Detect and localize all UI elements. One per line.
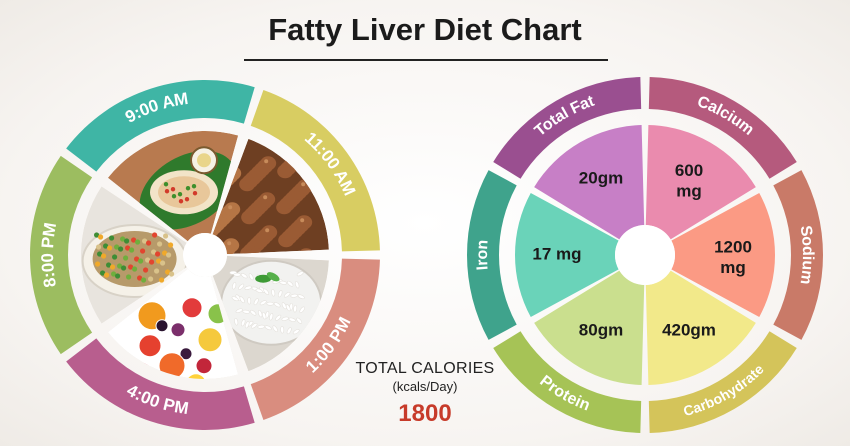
nutrient-slice-calcium [645,125,756,240]
total-calories-label: TOTAL CALORIES [355,360,495,377]
total-calories-unit: (kcals/Day) [392,379,458,394]
nutrient-slice-iron [515,192,619,318]
meal-wheel-center [183,233,227,277]
rice-bowl-icon [212,255,329,372]
nutrient-slice-sodium [671,192,775,318]
nutrient-ring-segment-sodium [773,170,823,340]
nutrient-name-label-iron: Iron [474,239,492,271]
nutrient-amount-carbohydrate: 420gm [662,321,716,340]
nutrient-amount-total-fat: 20gm [579,168,623,187]
meal-time-label-8-00-pm: 8:00 PM [38,221,60,289]
nutrient-slice-carbohydrate [645,270,756,385]
meal-ring-segment-8-00-pm [29,155,93,355]
meal-ring-segment-4-00-pm [66,338,255,430]
fruit-salad-icon [107,268,239,379]
nutrient-slice-protein [534,270,645,385]
total-calories-box: TOTAL CALORIES (kcals/Day) 1800 [335,360,515,428]
nutrient-ring-segment-carbohydrate [648,331,797,433]
nutrient-amount-sodium: 1200 mg [714,237,752,276]
nutrient-ring-segment-iron [467,170,517,340]
title-underline [244,59,608,61]
total-calories-value: 1800 [398,400,452,427]
meal-ring-segment-1-00-pm [250,258,380,420]
dosa-breakfast-icon [107,131,239,242]
nutrient-wheel-center [615,225,675,285]
page-title: Fatty Liver Diet Chart [268,12,582,47]
nutrient-ring-segment-total-fat [493,77,642,179]
nutrient-slice-total-fat [534,125,645,240]
nutrient-amount-protein: 80gm [579,321,623,340]
vegetable-quinoa-icon [81,186,187,324]
nutrient-amount-iron: 17 mg [532,244,581,263]
nutrient-amount-calcium: 600 mg [675,161,703,200]
meal-ring-segment-11-00-am [250,90,380,252]
nutrient-name-label-sodium: Sodium [796,224,816,285]
nutrient-ring-segment-protein [493,331,642,433]
nutrient-ring-segment-calcium [648,77,797,179]
meal-ring-segment-9-00-am [66,80,255,172]
roasted-chickpeas-icon [212,138,329,255]
